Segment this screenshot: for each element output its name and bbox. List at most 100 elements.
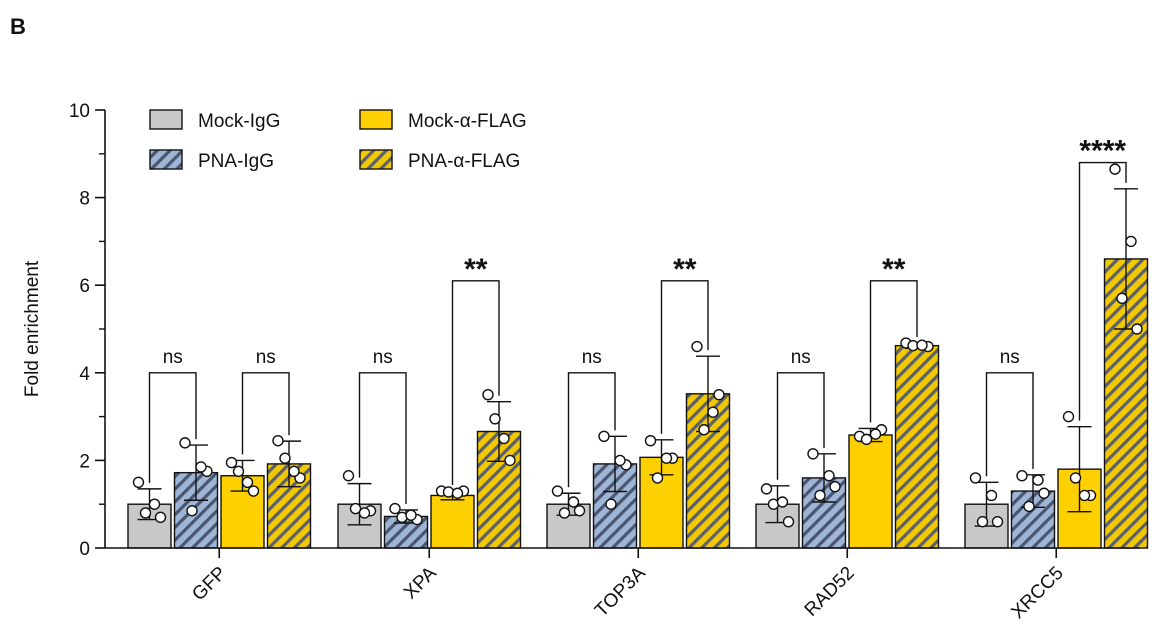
data-point-3-3-3 xyxy=(916,339,928,351)
x-tick-label: XPA xyxy=(400,562,441,603)
data-point-4-3-0 xyxy=(1109,163,1121,175)
y-axis-label: Fold enrichment xyxy=(22,260,43,397)
data-point-4-0-1 xyxy=(991,516,1004,528)
significance-label: ns xyxy=(1000,347,1020,368)
legend-swatch-1 xyxy=(149,149,183,170)
bar-rad52-2 xyxy=(848,434,893,549)
data-point-2-2-3 xyxy=(660,452,673,464)
significance-label: ** xyxy=(673,253,697,286)
bracket-7 xyxy=(869,280,918,423)
y-tick-label: 6 xyxy=(79,276,90,297)
data-point-4-2-3 xyxy=(1078,489,1091,502)
data-point-0-0-3 xyxy=(148,498,161,510)
y-tick-label: 10 xyxy=(69,101,90,122)
data-point-3-0-1 xyxy=(782,516,795,528)
bracket-6 xyxy=(776,372,825,480)
data-point-2-0-3 xyxy=(567,496,580,508)
data-point-2-1-3 xyxy=(614,454,626,467)
significance-label: ns xyxy=(373,347,393,368)
data-point-3-1-2 xyxy=(814,489,826,502)
data-point-1-3-2 xyxy=(489,413,501,425)
bar-rad52-3 xyxy=(894,344,940,549)
data-point-0-0-0 xyxy=(132,476,145,488)
legend: Mock-IgG PNA-IgG Mock-α-FLAG PNA-α-FLAG xyxy=(149,109,527,172)
data-point-2-0-2 xyxy=(558,507,571,519)
legend-label-2: Mock-α-FLAG xyxy=(408,111,527,132)
significance-brackets: ns ns ns ** ns ** ns ** ns **** xyxy=(148,135,1127,504)
x-tick-label: TOP3A xyxy=(591,562,650,621)
bracket-1 xyxy=(241,372,290,455)
data-point-1-3-1 xyxy=(504,454,516,467)
significance-label: ** xyxy=(882,253,906,286)
data-point-2-3-2 xyxy=(698,424,710,436)
data-point-4-1-2 xyxy=(1023,500,1035,513)
legend-swatch-0 xyxy=(149,109,183,130)
data-point-3-2-2 xyxy=(860,433,873,446)
data-point-1-0-2 xyxy=(349,502,362,515)
data-point-2-3-3 xyxy=(707,406,719,418)
data-point-4-2-0 xyxy=(1062,410,1075,423)
data-point-0-2-0 xyxy=(225,456,238,469)
data-point-3-2-3 xyxy=(869,428,882,440)
data-point-1-3-3 xyxy=(498,432,510,445)
significance-label: **** xyxy=(1079,135,1126,168)
legend-label-1: PNA-IgG xyxy=(198,151,274,172)
data-point-2-3-1 xyxy=(713,389,725,401)
data-point-1-0-3 xyxy=(358,507,371,519)
data-point-4-3-2 xyxy=(1116,292,1128,305)
data-point-3-1-1 xyxy=(829,480,841,493)
bar-xpa-2 xyxy=(430,494,475,549)
data-point-0-1-2 xyxy=(186,505,198,517)
x-tick-label: XRCC5 xyxy=(1007,563,1067,623)
data-point-3-0-3 xyxy=(776,496,789,508)
data-point-4-1-3 xyxy=(1032,474,1044,486)
data-point-2-2-0 xyxy=(644,434,657,447)
data-point-1-2-3 xyxy=(451,487,464,499)
data-point-3-1-3 xyxy=(823,470,835,482)
data-point-4-1-0 xyxy=(1016,470,1028,482)
data-point-4-3-3 xyxy=(1125,235,1137,248)
bracket-9 xyxy=(1078,161,1127,421)
data-point-2-0-1 xyxy=(573,505,586,517)
significance-label: ns xyxy=(582,347,602,368)
y-tick-label: 8 xyxy=(79,189,90,210)
legend-label-3: PNA-α-FLAG xyxy=(408,151,520,172)
data-point-4-1-1 xyxy=(1038,487,1050,499)
data-point-1-1-0 xyxy=(389,502,401,515)
data-point-4-0-3 xyxy=(985,489,998,502)
data-point-4-0-0 xyxy=(969,472,982,484)
significance-label: ns xyxy=(163,347,183,368)
data-point-2-2-2 xyxy=(651,472,664,484)
data-point-3-0-0 xyxy=(760,483,773,495)
data-point-4-3-1 xyxy=(1131,323,1143,335)
legend-label-0: Mock-IgG xyxy=(198,111,280,132)
x-tick-label: RAD52 xyxy=(801,563,859,621)
panel-label: B xyxy=(10,14,26,39)
bars xyxy=(127,258,1149,549)
significance-label: ** xyxy=(464,253,488,286)
bracket-0 xyxy=(148,372,197,483)
bracket-5 xyxy=(660,280,709,434)
data-point-0-3-3 xyxy=(288,465,300,478)
bracket-4 xyxy=(567,372,616,488)
y-tick-label: 2 xyxy=(79,451,90,472)
data-point-0-2-1 xyxy=(247,485,260,497)
data-point-0-2-3 xyxy=(241,476,254,488)
data-point-2-1-2 xyxy=(605,498,617,510)
data-point-0-0-1 xyxy=(154,511,167,524)
data-point-3-1-0 xyxy=(807,448,819,460)
legend-swatch-2 xyxy=(359,109,393,130)
data-point-0-0-2 xyxy=(139,507,152,519)
data-point-1-1-3 xyxy=(405,509,417,521)
bracket-8 xyxy=(985,372,1034,477)
data-point-0-3-2 xyxy=(279,452,291,464)
data-point-0-1-0 xyxy=(179,437,191,449)
data-point-2-1-0 xyxy=(598,430,610,443)
data-point-0-2-2 xyxy=(232,465,245,478)
data-points xyxy=(132,163,1143,528)
x-tick-label: GFP xyxy=(188,563,230,605)
y-tick-label: 0 xyxy=(79,539,90,560)
data-point-4-0-2 xyxy=(976,516,989,528)
data-point-0-1-3 xyxy=(195,461,207,473)
